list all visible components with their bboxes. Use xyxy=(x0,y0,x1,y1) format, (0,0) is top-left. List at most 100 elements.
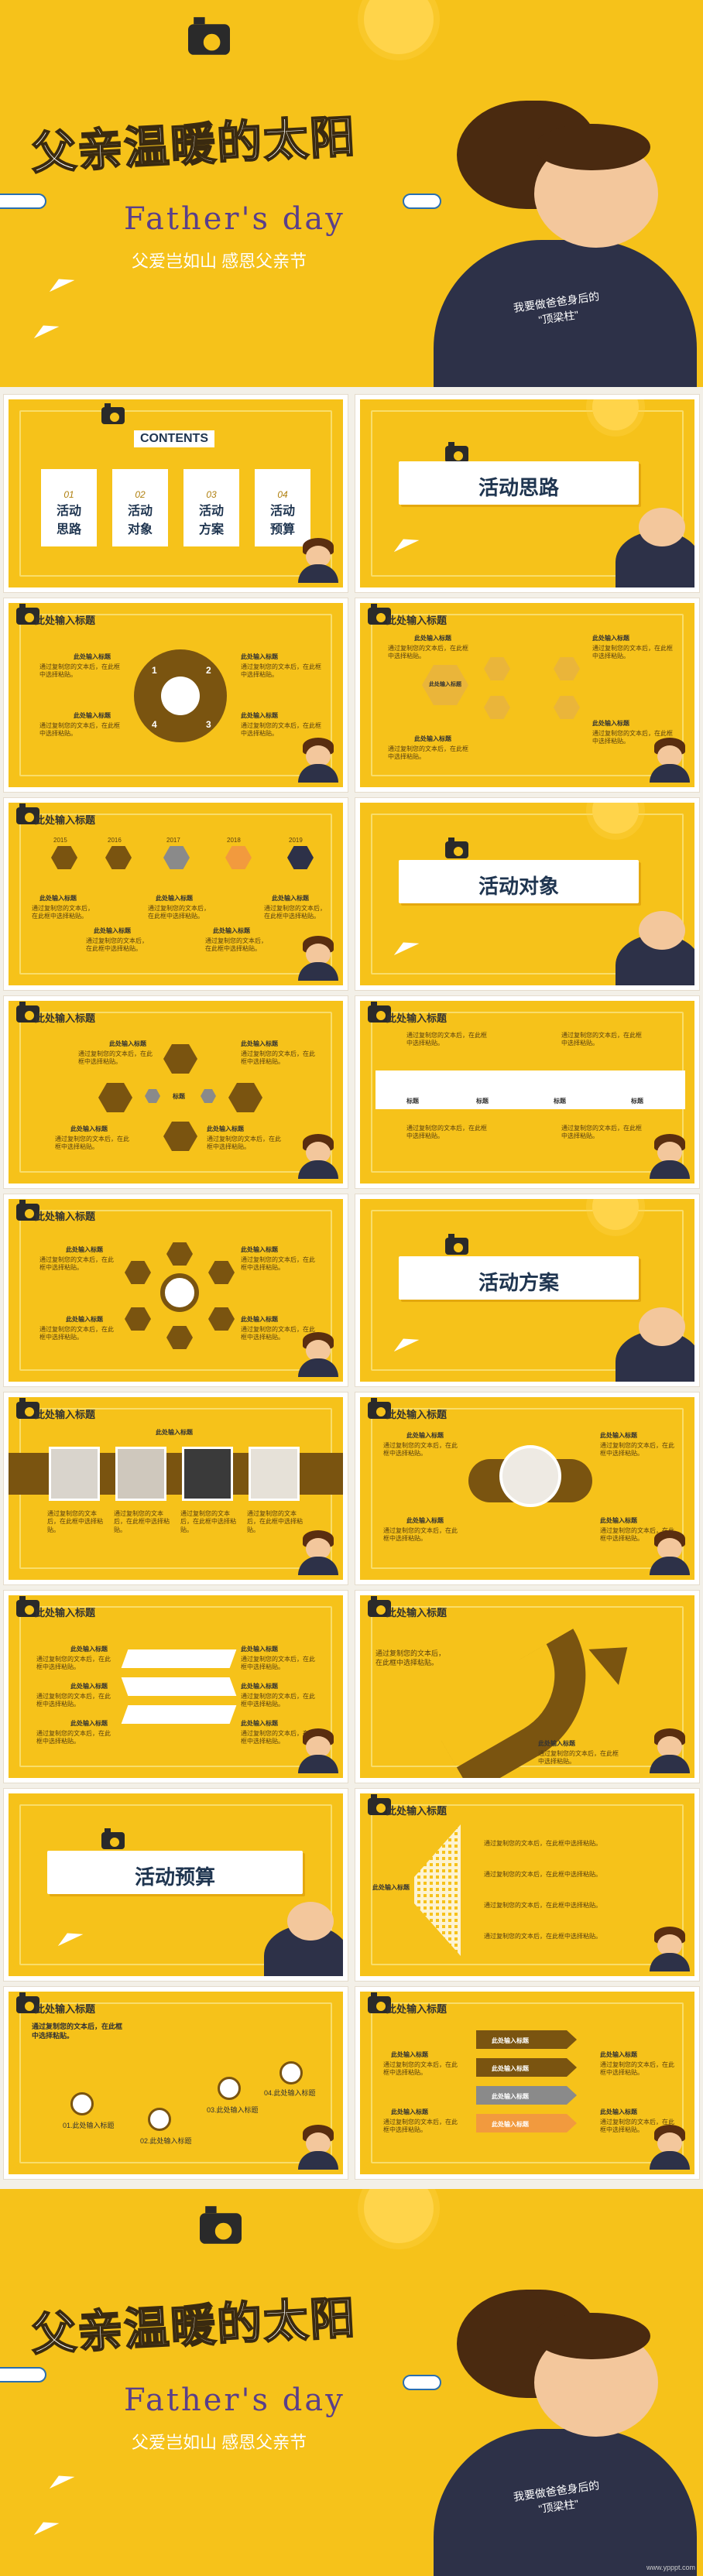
item-title: 此处输入标题 xyxy=(414,735,451,742)
item-desc: 通过复制您的文本后，在此框中选择粘贴。 xyxy=(383,2119,458,2134)
banner xyxy=(476,2086,577,2105)
item-title: 此处输入标题 xyxy=(600,2108,637,2115)
slide-ribbons[interactable]: 此处输入标题 此处输入标题 通过复制您的文本后，在此框中选择粘贴。 此处输入标题… xyxy=(4,1591,348,1783)
item-title: 此处输入标题 xyxy=(241,653,278,660)
ribbon xyxy=(121,1649,237,1668)
hex-node xyxy=(484,696,510,719)
contents-item-2[interactable]: 02 活动 对象 xyxy=(112,469,168,546)
slide-contents[interactable]: CONTENTS 01 活动 思路 02 活动 对象 03 活动 方案 04 活… xyxy=(4,395,348,592)
slide-section-4[interactable]: 活动预算 xyxy=(4,1789,348,1981)
item-desc: 通过复制您的文本后，在此框中选择粘贴。 xyxy=(406,1032,487,1047)
slide-radial[interactable]: 此处输入标题 此处输入标题 通过复制您的文本后，在此框中选择粘贴。 此处输入标题… xyxy=(4,1194,348,1386)
slide-timeline[interactable]: 此处输入标题 2015 2016 2017 2018 2019 此处输入标题 通… xyxy=(4,798,348,990)
petal-center xyxy=(161,677,200,715)
radial-node xyxy=(166,1242,193,1266)
item-title: 此处输入标题 xyxy=(70,1125,108,1132)
contents-item-3[interactable]: 03 活动 方案 xyxy=(183,469,239,546)
slide-section-2[interactable]: 活动对象 xyxy=(355,798,699,990)
contents-item-1[interactable]: 01 活动 思路 xyxy=(41,469,97,546)
contents-label: 活动 对象 xyxy=(127,505,153,536)
item-title: 此处输入标题 xyxy=(600,1517,637,1524)
slide-banners[interactable]: 此处输入标题 此处输入标题 此处输入标题 此处输入标题 此处输入标题 此处输入标… xyxy=(355,1987,699,2179)
item-title: 此处输入标题 xyxy=(109,1040,146,1047)
cloud-decoration xyxy=(0,194,46,209)
flow-note: 通过复制您的文本后，在此框中选择粘贴。 xyxy=(32,2023,123,2040)
slide-white-band[interactable]: 此处输入标题 通过复制您的文本后，在此框中选择粘贴。 通过复制您的文本后，在此框… xyxy=(355,996,699,1188)
item-desc: 通过复制您的文本后，在此框中选择粘贴。 xyxy=(388,745,468,761)
flow-step: 04.此处输入标题 xyxy=(264,2089,316,2097)
ribbon xyxy=(121,1705,237,1724)
slide-title: 此处输入标题 xyxy=(35,1409,96,1420)
camera-icon xyxy=(445,442,468,463)
boy-illustration xyxy=(298,2125,338,2170)
timeline-node xyxy=(105,846,132,869)
slide-title: 此处输入标题 xyxy=(386,1012,448,1024)
camera-icon xyxy=(188,17,230,55)
item-title: 此处输入标题 xyxy=(414,635,451,642)
item-desc: 通过复制您的文本后，在此框中选择粘贴。 xyxy=(241,663,321,679)
item-desc: 通过复制您的文本后，在此框中选择粘贴。 xyxy=(600,1442,674,1458)
cover-subtitle-en: Father's day xyxy=(124,201,345,237)
boy-illustration xyxy=(650,1927,690,1971)
item-title: 此处输入标题 xyxy=(538,1740,575,1747)
flow-node xyxy=(218,2077,241,2100)
item-title: 此处输入标题 xyxy=(94,927,131,934)
slide-hex-network[interactable]: 此处输入标题 此处输入标题 此处输入标题 通过复制您的文本后，在此框中选择粘贴。… xyxy=(355,598,699,792)
sun-decoration xyxy=(364,0,434,54)
slide-funnel[interactable]: 此处输入标题 此处输入标题 通过复制您的文本后，在此框中选择粘贴。 通过复制您的… xyxy=(355,1789,699,1981)
contents-num: 02 xyxy=(135,489,146,500)
child-face xyxy=(287,1902,334,1941)
item-desc: 通过复制您的文本后，在此框中选择粘贴。 xyxy=(600,2119,674,2134)
item-desc: 通过复制您的文本后，在此框中选择粘贴。 xyxy=(148,905,210,920)
cover-slogan: 父爱岂如山 感恩父亲节 xyxy=(132,252,307,271)
slide-arrow[interactable]: 此处输入标题 通过复制您的文本后，在此框中选择粘贴。 此处输入标题 通过复制您的… xyxy=(355,1591,699,1783)
item-title: 此处输入标题 xyxy=(66,1316,103,1323)
slide-title: 此处输入标题 xyxy=(386,1805,448,1817)
slide-section-1[interactable]: 活动思路 xyxy=(355,395,699,592)
center-photo xyxy=(499,1445,561,1507)
slide-petal-chart[interactable]: 此处输入标题 1 2 3 4 此处输入标题 通过复制您的文本后，在此框中选择粘贴… xyxy=(4,598,348,792)
contents-item-4[interactable]: 04 活动 预算 xyxy=(255,469,310,546)
item-title: 此处输入标题 xyxy=(74,712,111,719)
white-band xyxy=(376,1070,685,1109)
camera-icon xyxy=(101,1828,125,1849)
father-body xyxy=(434,2429,697,2576)
section-title: 活动思路 xyxy=(478,476,559,499)
item-desc: 通过复制您的文本后，在此框中选择粘贴。 xyxy=(114,1510,170,1533)
item-desc: 通过复制您的文本后，在此框中选择粘贴。 xyxy=(39,1256,114,1272)
section-title-box: 活动思路 xyxy=(399,461,639,505)
camera-icon xyxy=(445,838,468,858)
flow-node xyxy=(279,2061,303,2084)
slide-hex-center[interactable]: 此处输入标题 标题 此处输入标题 通过复制您的文本后，在此框中选择粘贴。 此处输… xyxy=(4,996,348,1188)
petal-num-3: 3 xyxy=(206,719,211,730)
item-desc: 通过复制您的文本后，在此框中选择粘贴。 xyxy=(484,1902,602,1909)
hex-node xyxy=(228,1083,262,1112)
cover-top: 父亲温暖的太阳 Father's day 父爱岂如山 感恩父亲节 我要做爸爸身后… xyxy=(0,0,703,387)
hex-node xyxy=(145,1089,160,1103)
slide-title: 此处输入标题 xyxy=(35,1211,96,1222)
item-desc: 通过复制您的文本后，在此框中选择粘贴。 xyxy=(32,905,94,920)
item-title: 此处输入标题 xyxy=(406,1432,444,1439)
cover-title: 父亲温暖的太阳 xyxy=(29,2292,358,2361)
slide-section-3[interactable]: 活动方案 xyxy=(355,1194,699,1386)
slide-flow[interactable]: 此处输入标题 通过复制您的文本后，在此框中选择粘贴。 01.此处输入标题 02.… xyxy=(4,1987,348,2179)
hex-node xyxy=(554,696,580,719)
center-title: 此处输入标题 xyxy=(429,682,461,687)
item-desc: 通过复制您的文本后，在此框中选择粘贴。 xyxy=(406,1125,487,1140)
hex-node xyxy=(484,657,510,680)
item-desc: 通过复制您的文本后，在此框中选择粘贴。 xyxy=(600,1527,674,1543)
item-desc: 通过复制您的文本后，在此框中选择粘贴。 xyxy=(241,1730,315,1745)
item-desc: 通过复制您的文本后，在此框中选择粘贴。 xyxy=(241,1326,315,1341)
radial-node xyxy=(125,1307,151,1331)
item-desc: 通过复制您的文本后，在此框中选择粘贴。 xyxy=(247,1510,303,1533)
section-title-box: 活动预算 xyxy=(47,1851,303,1894)
item-title: 此处输入标题 xyxy=(241,1683,278,1690)
banner-label: 此处输入标题 xyxy=(492,2065,529,2072)
flow-node xyxy=(148,2108,171,2131)
slide-photo-circle[interactable]: 此处输入标题 此处输入标题 通过复制您的文本后，在此框中选择粘贴。 此处输入标题… xyxy=(355,1392,699,1584)
item-desc: 通过复制您的文本后，在此框中选择粘贴。 xyxy=(264,905,326,920)
camera-icon xyxy=(368,1002,391,1023)
camera-icon xyxy=(368,1398,391,1419)
slide-title: 此处输入标题 xyxy=(35,1607,96,1619)
slide-photo-band[interactable]: 此处输入标题 此处输入标题 通过复制您的文本后，在此框中选择粘贴。 通过复制您的… xyxy=(4,1392,348,1584)
